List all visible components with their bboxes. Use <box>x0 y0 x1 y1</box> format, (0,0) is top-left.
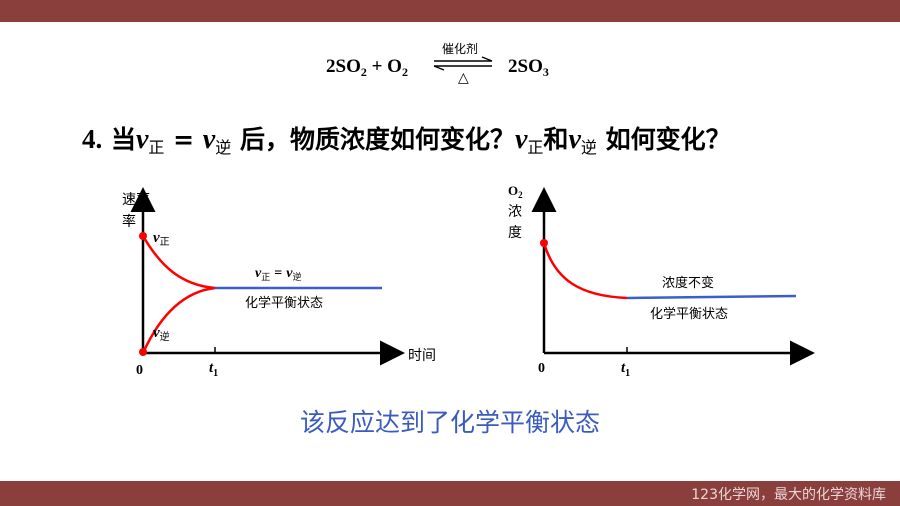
question-text: 4. 当v正 = v逆 后，物质浓度如何变化？v正和v逆 如何变化？ <box>82 124 731 157</box>
origin-label: 0 <box>136 363 143 378</box>
reverse-rate-curve <box>141 286 216 354</box>
concentration-time-chart: O2 浓 度 0 t1 浓度不变 化学平衡状态 <box>508 183 815 379</box>
y-label-1: 速率 <box>122 191 150 208</box>
forward-rate-curve <box>141 235 216 290</box>
reversible-arrow-icon <box>433 56 493 71</box>
heat-symbol: △ <box>458 70 469 86</box>
reverse-start-point <box>139 348 147 356</box>
t1-label: t1 <box>621 360 630 379</box>
y-label-text-2: 度 <box>508 225 522 241</box>
equilibrium-state-label: 化学平衡状态 <box>245 295 323 311</box>
y-label-2: 率 <box>122 214 136 230</box>
forward-label: v正 <box>153 230 170 248</box>
t1-label: t1 <box>209 360 218 379</box>
reverse-label: v逆 <box>153 325 170 343</box>
origin-label: 0 <box>538 361 545 376</box>
y-label-formula: O2 <box>508 183 523 200</box>
catalyst-label: 催化剂 <box>442 42 479 56</box>
top-banner <box>0 0 900 22</box>
rate-time-chart: 速率 时间 0 t1 v正 v逆 v正 = v逆 化学平衡状态 <box>122 187 436 379</box>
start-point <box>540 239 548 247</box>
equilibrium-concentration-line <box>626 294 797 300</box>
concentration-curve <box>542 242 628 300</box>
equal-rate-label: v正 = v逆 <box>255 266 301 282</box>
y-label-text-1: 浓 <box>508 204 522 220</box>
x-label: 时间 <box>408 348 436 364</box>
forward-start-point <box>139 232 147 240</box>
equilibrium-state-label: 化学平衡状态 <box>650 306 728 322</box>
footer-text: 123化学网，最大的化学资料库 <box>691 487 886 503</box>
bottom-banner <box>0 481 900 506</box>
conclusion-text: 该反应达到了化学平衡状态 <box>300 408 601 437</box>
constant-label: 浓度不变 <box>662 275 714 291</box>
reactants: 2SO2 + O2 <box>326 56 408 79</box>
product: 2SO3 <box>508 56 549 79</box>
